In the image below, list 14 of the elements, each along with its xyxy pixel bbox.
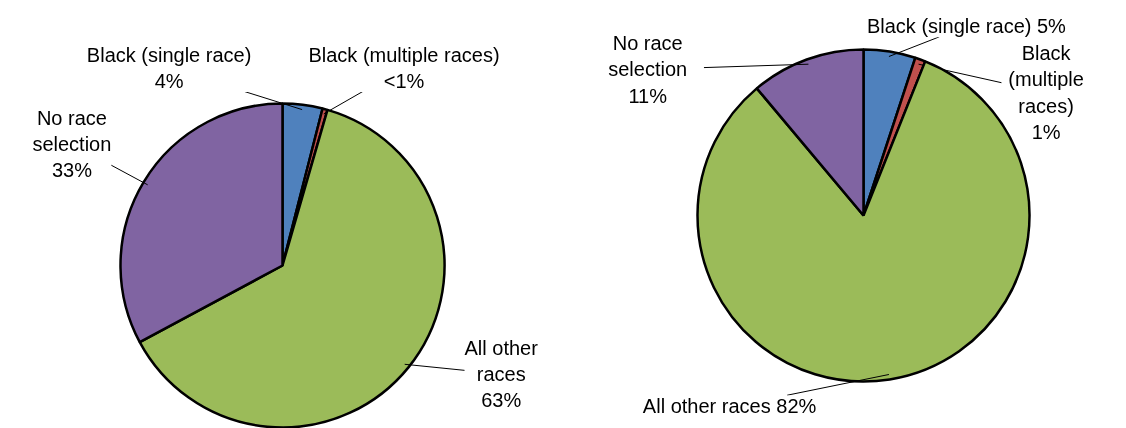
slice-label: All other races: [464, 336, 539, 386]
data-label: 4%: [154, 70, 184, 93]
slice-label: Black (multiple races): [1008, 42, 1084, 117]
slice-label: Black (multiple races): [308, 43, 500, 66]
data-label: 1%: [1031, 121, 1061, 144]
data-label: <1%: [383, 70, 425, 93]
slice-label: No race selection: [32, 106, 112, 155]
slice-label: All other races 82%: [642, 395, 817, 418]
data-label: 33%: [51, 159, 93, 182]
slice-label: Black (single race) 5%: [866, 15, 1067, 38]
slice-label: No race selection: [608, 32, 688, 81]
data-label: 11%: [628, 84, 668, 107]
data-label: 63%: [481, 389, 522, 412]
slice-label: Black (single race): [86, 43, 252, 66]
